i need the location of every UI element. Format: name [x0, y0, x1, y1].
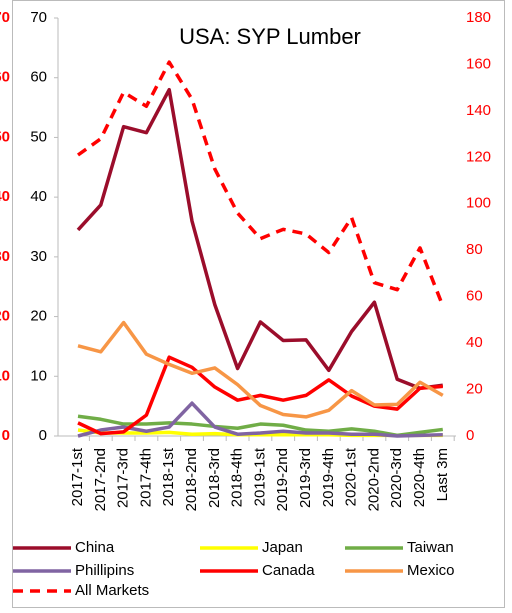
series-line [76, 87, 444, 390]
series-line [77, 320, 444, 419]
x-tick-label: 2020-4th [411, 448, 428, 507]
y2-tick-label: 60 [466, 288, 483, 305]
y2-tick-label: 20 [466, 381, 483, 398]
neighbor-tick-label: 20 [0, 308, 10, 325]
neighbor-tick-label: 70 [0, 9, 10, 26]
x-tick-label: 2017-4th [137, 448, 154, 507]
y2-tick-label: 40 [466, 334, 483, 351]
y-tick-label: 30 [30, 248, 47, 265]
legend-label: Mexico [407, 562, 455, 579]
y2-tick-label: 180 [466, 9, 491, 26]
chart-title: USA: SYP Lumber [179, 24, 361, 49]
neighbor-tick-label: 50 [0, 128, 10, 145]
x-tick-label: 2019-4th [320, 448, 337, 507]
x-tick-label: 2018-4th [229, 448, 246, 507]
x-tick-label: 2019-2nd [274, 448, 291, 511]
y2-tick-label: 100 [466, 195, 491, 212]
x-tick-label: Last 3m [434, 448, 451, 501]
x-tick-label: 2017-1st [69, 447, 86, 506]
series-line [76, 60, 445, 307]
y-tick-label: 10 [30, 367, 47, 384]
legend-label: Phillipins [75, 562, 134, 579]
neighbor-tick-label: 0 [2, 427, 10, 444]
x-tick-label: 2018-1st [160, 447, 177, 506]
x-tick-label: 2020-1st [343, 447, 360, 506]
y2-tick-label: 0 [466, 427, 474, 444]
y2-tick-label: 120 [466, 148, 491, 165]
y-tick-label: 0 [39, 427, 47, 444]
x-tick-label: 2020-2nd [365, 448, 382, 511]
x-tick-label: 2018-2nd [183, 448, 200, 511]
y-tick-label: 50 [30, 128, 47, 145]
y2-tick-label: 160 [466, 55, 491, 72]
y-tick-label: 70 [30, 9, 47, 26]
neighbor-tick-label: 10 [0, 367, 10, 384]
x-tick-label: 2019-1st [251, 447, 268, 506]
x-tick-label: 2020-3rd [388, 448, 405, 508]
x-tick-label: 2017-2nd [92, 448, 109, 511]
legend-label: Japan [262, 539, 303, 556]
series-line [77, 414, 444, 438]
y2-tick-label: 140 [466, 102, 491, 119]
y-tick-label: 20 [30, 308, 47, 325]
x-tick-label: 2018-3rd [206, 448, 223, 508]
neighbor-tick-label: 60 [0, 69, 10, 86]
y-tick-label: 60 [30, 69, 47, 86]
chart-frame [12, 0, 505, 608]
legend-label: China [75, 539, 115, 556]
legend-label: All Markets [75, 582, 149, 599]
x-tick-label: 2019-3rd [297, 448, 314, 508]
legend-label: Taiwan [407, 539, 454, 556]
series-line [77, 355, 443, 436]
neighbor-tick-label: 40 [0, 188, 10, 205]
x-tick-label: 2017-3rd [115, 448, 132, 508]
series-line [77, 401, 443, 438]
neighbor-tick-label: 30 [0, 248, 10, 265]
y2-tick-label: 80 [466, 241, 483, 258]
legend-label: Canada [262, 562, 315, 579]
y-tick-label: 40 [30, 188, 47, 205]
